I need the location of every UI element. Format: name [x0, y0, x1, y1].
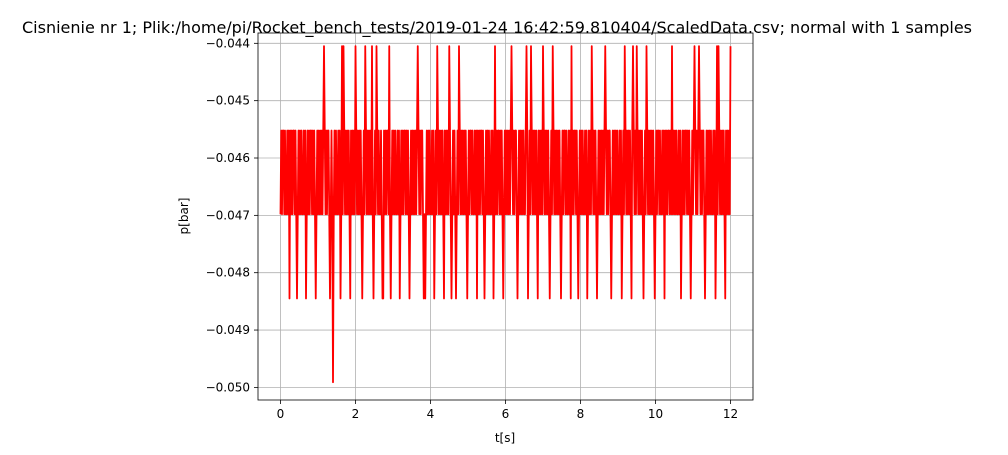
data-series: [279, 45, 732, 384]
x-tick-label: 0: [277, 407, 285, 421]
x-tick-label: 2: [352, 407, 360, 421]
pressure-series-line: [279, 45, 732, 384]
chart-title: Cisnienie nr 1; Plik:/home/pi/Rocket_ben…: [22, 18, 972, 38]
x-tick-label: 12: [723, 407, 738, 421]
x-tick-label: 10: [648, 407, 663, 421]
x-tick-label: 6: [502, 407, 510, 421]
y-tick-label: −0.048: [206, 266, 250, 280]
y-tick-label: −0.049: [206, 323, 250, 337]
y-tick-label: −0.046: [206, 151, 250, 165]
x-axis-label: t[s]: [495, 431, 515, 445]
axis-ticks: 0 2 4 6 8 10 12 −0.050 −0.049 −0.048 −0.047 −0.046 −…: [206, 36, 739, 421]
y-axis-label: p[bar]: [177, 198, 191, 235]
x-tick-label: 8: [577, 407, 585, 421]
y-tick-label: −0.050: [206, 380, 250, 394]
y-tick-label: −0.044: [206, 36, 250, 50]
x-tick-label: 4: [427, 407, 435, 421]
y-tick-label: −0.047: [206, 208, 250, 222]
y-tick-label: −0.045: [206, 94, 250, 108]
